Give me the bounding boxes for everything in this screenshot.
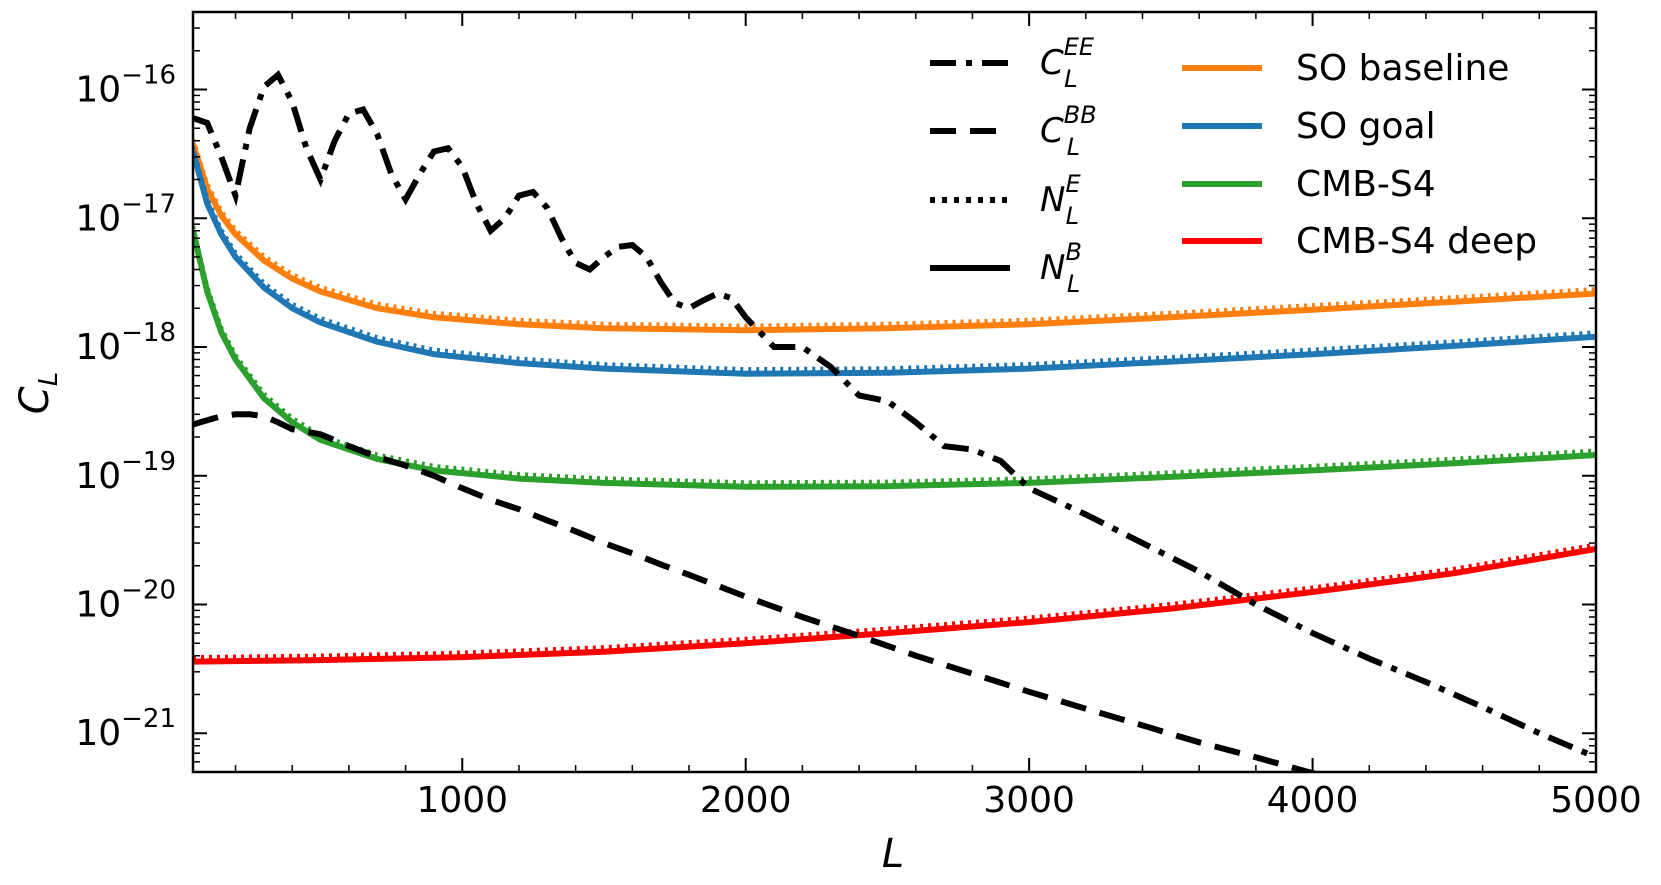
legend-label-n-b: NB L xyxy=(1040,238,1082,298)
x-tick-label: 2000 xyxy=(700,780,792,821)
x-tick-label: 3000 xyxy=(983,780,1075,821)
legend: CEE L CBB L NE L NB L SO baseline SO goal CMB-S4 CM… xyxy=(930,33,1537,298)
y-tick-label: 10−18 xyxy=(75,318,176,368)
plot-content xyxy=(193,70,1596,772)
x-tick-label: 4000 xyxy=(1267,780,1359,821)
series-cmb-s4-deep-ne-dotted xyxy=(193,542,1596,660)
plot-frame xyxy=(191,10,1598,774)
legend-label-so-goal: SO goal xyxy=(1296,106,1436,147)
legend-label-c-bb: CBB L xyxy=(1040,101,1097,161)
signal-cl-bb-line xyxy=(193,411,1321,772)
x-axis-label: L xyxy=(882,831,904,877)
x-tick-label: 5000 xyxy=(1550,780,1642,821)
y-tick-label: 10−20 xyxy=(75,575,176,625)
legend-label-n-e: NE L xyxy=(1040,170,1081,230)
series-cmb-s4-deep-nb-solid xyxy=(193,546,1596,665)
y-tick-label: 10−21 xyxy=(75,704,176,754)
legend-label-so-baseline: SO baseline xyxy=(1296,48,1509,89)
y-tick-label: 10−19 xyxy=(75,447,176,497)
series-so-goal-nb-solid xyxy=(193,150,1596,377)
series-cmb-s4-nb-solid xyxy=(193,230,1596,490)
y-tick-label: 10−17 xyxy=(75,189,176,239)
y-tick-label: 10−16 xyxy=(75,61,176,111)
axis-ticks: 1000 2000 3000 4000 5000 10−16 10−17 10−18 10−19… xyxy=(75,11,1642,821)
series-so-baseline-nb-solid xyxy=(193,142,1596,334)
legend-label-cmb-s4-deep: CMB-S4 deep xyxy=(1296,221,1537,262)
signal-cl-ee-line xyxy=(193,70,1596,761)
y-axis-label: CL xyxy=(12,372,64,414)
legend-label-c-ee: CEE L xyxy=(1040,33,1095,93)
legend-label-cmb-s4: CMB-S4 xyxy=(1296,164,1436,205)
x-tick-label: 1000 xyxy=(416,780,508,821)
